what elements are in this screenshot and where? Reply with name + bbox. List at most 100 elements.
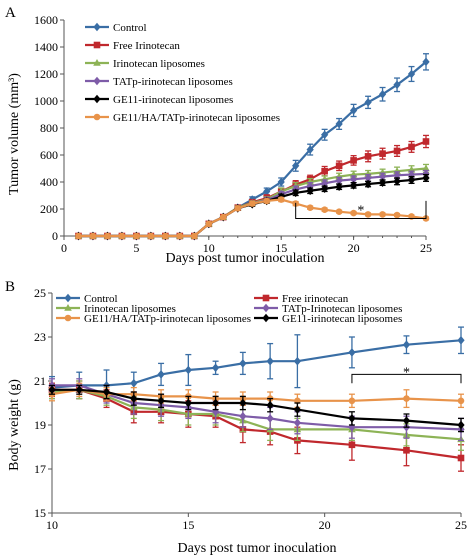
panel-b-legend: Control Free irinotecan Irinotecan liposom… — [56, 293, 402, 325]
y-tick-label: 1600 — [34, 13, 58, 27]
legend-label: Irinotecan liposomes — [84, 303, 176, 315]
y-tick-label: 1400 — [34, 40, 58, 54]
legend-label: GE11/HA/TATp-irinotecan liposomes — [113, 112, 280, 124]
legend-label: GE11/HA/TATp-irinotecan liposomes — [84, 313, 251, 325]
panel-b-label: B — [5, 279, 15, 295]
legend-label: Free irinotecan — [282, 293, 349, 305]
data-point — [422, 138, 430, 145]
data-point — [266, 400, 274, 410]
legend-label: Irinotecan liposomes — [113, 58, 205, 70]
bracket-line — [295, 200, 427, 219]
data-point — [378, 172, 387, 181]
data-point — [403, 447, 410, 454]
legend-item: TATp-Irinotecan liposomes — [254, 303, 402, 315]
data-point — [393, 80, 401, 90]
data-point — [378, 178, 387, 187]
legend-marker — [64, 304, 72, 311]
data-point — [393, 147, 401, 155]
data-point — [422, 57, 430, 67]
series-ge11-ha-tatp-irinotecan-liposomes — [75, 196, 430, 240]
data-point — [348, 441, 356, 449]
y-tick-label: 25 — [34, 286, 46, 300]
x-tick-label: 5 — [133, 241, 139, 255]
x-tick-label: 0 — [61, 241, 67, 255]
data-point — [348, 397, 356, 405]
data-point — [211, 363, 220, 373]
legend-marker — [93, 94, 101, 104]
data-point — [422, 164, 430, 172]
x-tick-label: 20 — [348, 241, 360, 255]
legend-item: Free Irinotecan — [85, 40, 180, 52]
data-point — [403, 395, 410, 402]
data-point — [211, 398, 220, 408]
legend-item: Control — [56, 293, 118, 305]
y-tick-label: 15 — [34, 506, 46, 520]
legend-item: Free irinotecan — [254, 293, 349, 305]
x-tick-label: 15 — [275, 241, 287, 255]
bracket-line — [351, 373, 462, 384]
y-tick-label: 21 — [34, 374, 46, 388]
panel-b-x-axis-label: Days post tumor inoculation — [177, 541, 336, 555]
significance-bracket: * — [351, 365, 462, 384]
data-point — [457, 420, 465, 430]
panel-b-y-axis-label: Body weight (g) — [7, 379, 22, 471]
x-tick-label: 20 — [319, 518, 331, 532]
data-point — [335, 162, 343, 170]
data-point — [407, 69, 416, 79]
y-tick-label: 200 — [40, 202, 58, 216]
data-point — [205, 220, 213, 228]
legend-marker — [262, 313, 270, 323]
legend-item: GE11-irinotecan liposomes — [85, 94, 233, 106]
y-tick-label: 400 — [40, 175, 58, 189]
data-point — [379, 150, 386, 157]
data-point — [104, 232, 111, 240]
data-point — [402, 416, 411, 425]
data-point — [48, 385, 56, 395]
y-tick-label: 17 — [34, 462, 46, 476]
legend-marker — [93, 41, 101, 49]
x-tick-label: 25 — [455, 518, 467, 532]
data-point — [321, 167, 328, 175]
data-point — [350, 209, 357, 217]
series-ge11-irinotecan-liposomes — [48, 384, 465, 433]
data-point — [364, 98, 372, 107]
data-point — [293, 405, 302, 414]
data-point — [239, 398, 247, 408]
data-point — [293, 356, 302, 366]
data-point — [184, 398, 192, 408]
data-point — [277, 196, 285, 203]
data-point — [157, 370, 165, 379]
data-point — [335, 182, 343, 192]
panel-a-chart: A 0 5 10 15 20 25 0 200 400 600 800 1000 1200 1400 160… — [5, 5, 432, 266]
data-point — [378, 89, 387, 99]
x-tick-label: 10 — [46, 518, 58, 532]
data-point — [239, 359, 247, 368]
data-point — [266, 414, 274, 423]
data-point — [293, 418, 302, 428]
data-point — [306, 145, 314, 154]
data-point — [350, 157, 357, 164]
legend-item: GE11/HA/TATp-irinotecan liposomes — [56, 313, 251, 325]
data-point — [75, 385, 83, 395]
data-point — [321, 184, 329, 194]
series-line — [78, 140, 427, 238]
panel-a-plot-area: 0 5 10 15 20 25 0 200 400 600 800 1000 1200 1400 1600 * — [34, 13, 432, 255]
data-point — [266, 356, 274, 366]
legend-item: Irinotecan liposomes — [56, 303, 176, 315]
legend-marker — [93, 22, 101, 32]
legend-label: TATp-irinotecan liposomes — [113, 76, 233, 88]
data-point — [102, 387, 111, 397]
x-tick-label: 25 — [420, 241, 432, 255]
data-point — [157, 396, 165, 406]
legend-item: GE11/HA/TATp-irinotecan liposomes — [85, 112, 280, 124]
data-point — [364, 179, 372, 189]
significance-bracket: * — [295, 200, 427, 219]
legend-item: TATp-irinotecan liposomes — [85, 76, 233, 88]
data-point — [321, 206, 328, 213]
series-ge11-irinotecan-liposomes — [74, 173, 430, 241]
data-point — [118, 232, 126, 240]
legend-marker — [262, 303, 270, 313]
y-tick-label: 23 — [34, 330, 46, 344]
data-point — [364, 173, 372, 183]
